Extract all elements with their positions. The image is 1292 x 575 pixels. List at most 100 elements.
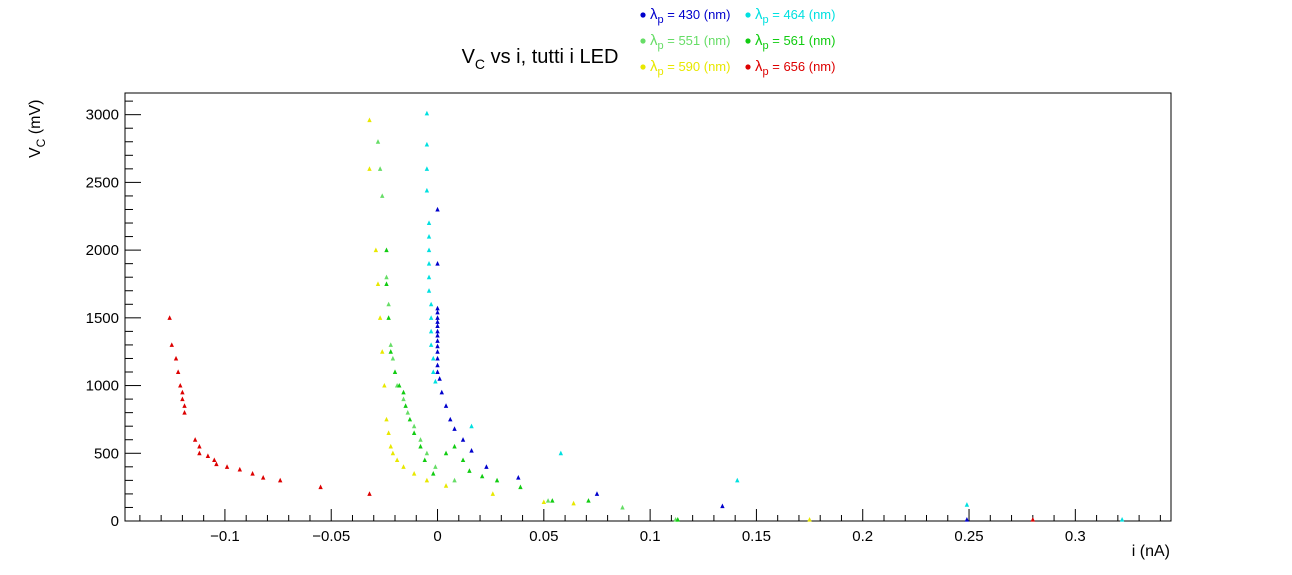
data-point-1	[1119, 517, 1125, 522]
data-point-4	[384, 416, 389, 422]
data-point-1	[426, 247, 432, 253]
data-point-5	[197, 450, 202, 456]
data-point-1	[428, 342, 434, 347]
legend-marker	[640, 12, 646, 18]
data-point-5	[224, 464, 230, 469]
data-point-0	[452, 426, 457, 431]
x-tick-label: 0.3	[1065, 528, 1086, 545]
data-point-4	[571, 500, 576, 506]
data-point-5	[178, 382, 183, 388]
data-point-2	[452, 477, 457, 483]
legend-entry: λp = 551 (nm)	[650, 32, 730, 52]
data-point-0	[435, 305, 440, 311]
x-tick-label: −0.05	[312, 528, 350, 545]
data-point-5	[212, 457, 217, 463]
data-point-0	[435, 323, 440, 328]
data-point-5	[175, 369, 181, 375]
data-point-5	[197, 443, 202, 449]
data-point-3	[443, 450, 449, 456]
data-point-3	[411, 430, 417, 435]
data-point-1	[426, 233, 432, 239]
data-point-3	[518, 484, 523, 490]
plot-frame	[124, 92, 1172, 522]
data-point-0	[435, 349, 440, 354]
data-point-5	[260, 475, 266, 480]
data-point-1	[424, 187, 430, 193]
data-point-5	[173, 355, 179, 361]
legend-marker	[640, 64, 646, 70]
data-point-0	[435, 332, 440, 338]
data-point-3	[586, 498, 591, 503]
x-tick-label: 0.25	[954, 528, 983, 545]
data-point-5	[318, 484, 323, 490]
y-axis: 0 500 1000 1500 2000 2500 3000	[86, 100, 141, 530]
data-point-3	[386, 315, 391, 320]
data-point-5	[182, 403, 187, 408]
data-point-4	[388, 443, 393, 449]
legend-entry: λp = 590 (nm)	[650, 58, 730, 78]
data-point-3	[384, 281, 389, 286]
legend-marker	[745, 64, 751, 70]
data-point-2	[401, 396, 406, 402]
y-axis-label: VC (mV)	[27, 100, 48, 158]
data-point-3	[467, 468, 472, 473]
data-point-3	[397, 382, 402, 388]
data-point-5	[237, 466, 243, 472]
data-point-0	[435, 315, 440, 320]
data-point-4	[367, 166, 372, 171]
data-point-4	[411, 470, 417, 476]
data-point-1	[433, 378, 438, 384]
y-tick-label: 3000	[86, 107, 119, 124]
data-point-2	[380, 193, 385, 198]
data-point-4	[490, 491, 496, 496]
data-point-4	[424, 477, 430, 483]
legend: λp = 430 (nm) λp = 464 (nm) λp = 551 (nm) λ…	[640, 6, 835, 78]
data-point-5	[180, 396, 185, 402]
data-point-2	[545, 498, 551, 503]
data-point-0	[484, 464, 489, 469]
data-point-1	[426, 220, 432, 226]
legend-marker	[745, 38, 751, 44]
data-point-4	[390, 450, 396, 456]
data-point-5	[169, 342, 174, 347]
data-point-1	[426, 261, 432, 266]
data-point-3	[452, 443, 457, 449]
data-point-3	[403, 403, 408, 408]
data-point-2	[418, 437, 423, 442]
legend-entry: λp = 430 (nm)	[650, 6, 730, 26]
data-point-4	[377, 315, 383, 320]
data-point-4	[443, 483, 449, 488]
data-point-0	[448, 416, 453, 422]
data-point-0	[594, 491, 600, 496]
data-point-2	[620, 504, 625, 510]
data-point-4	[807, 517, 812, 522]
data-point-0	[443, 403, 449, 408]
data-point-3	[675, 517, 680, 522]
data-point-2	[384, 274, 389, 280]
data-point-1	[428, 301, 434, 307]
data-point-3	[460, 457, 466, 463]
x-tick-label: 0.2	[852, 528, 873, 545]
data-point-3	[422, 457, 427, 463]
data-point-1	[431, 369, 436, 375]
data-point-5	[167, 315, 172, 320]
data-point-0	[435, 343, 440, 349]
data-point-4	[367, 117, 372, 123]
data-point-0	[439, 389, 444, 395]
data-point-0	[460, 437, 466, 442]
data-point-2	[411, 423, 417, 429]
legend-marker	[745, 12, 751, 18]
data-point-1	[424, 110, 430, 116]
data-point-1	[424, 141, 430, 147]
data-point-2	[377, 166, 383, 171]
data-point-1	[558, 450, 564, 456]
data-point-1	[431, 355, 436, 361]
data-points	[167, 110, 1125, 522]
data-point-0	[435, 319, 440, 324]
data-point-3	[401, 389, 406, 395]
data-point-3	[392, 369, 398, 375]
data-point-0	[516, 475, 521, 480]
data-point-4	[541, 499, 547, 505]
data-point-0	[964, 517, 970, 522]
data-point-0	[469, 447, 474, 453]
